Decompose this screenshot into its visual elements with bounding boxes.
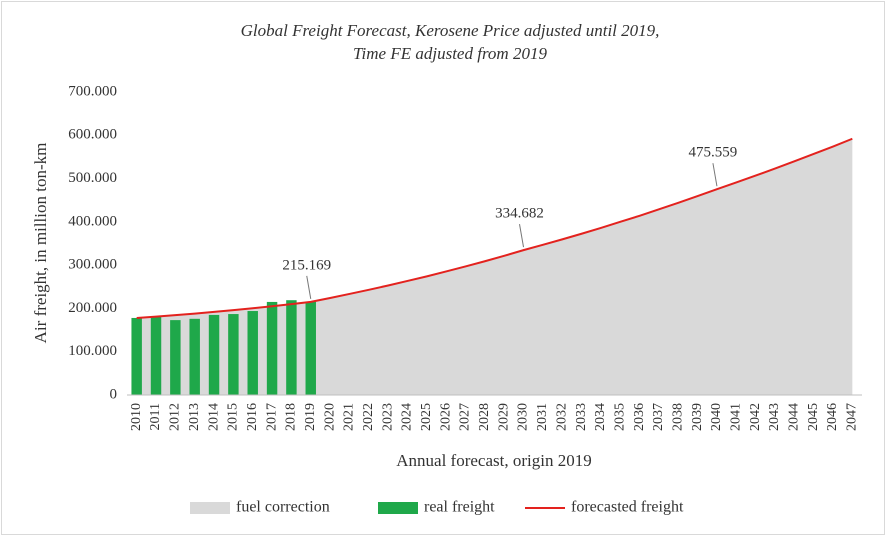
x-tick-label: 2022 (361, 403, 376, 431)
data-label: 215.169 (282, 257, 331, 273)
bar (228, 314, 239, 395)
x-tick-label: 2033 (574, 403, 589, 431)
legend-label: fuel correction (236, 499, 330, 516)
x-tick-label: 2025 (419, 403, 434, 431)
x-tick-label: 2017 (264, 403, 279, 431)
legend-swatch (190, 502, 230, 514)
bar (189, 318, 200, 395)
legend-label: forecasted freight (571, 499, 684, 516)
x-tick-label: 2024 (400, 403, 415, 431)
x-tick-label: 2046 (825, 403, 840, 431)
line (136, 137, 853, 319)
y-tick-label: 600.000 (68, 127, 117, 143)
y-tick-label: 700.000 (68, 83, 117, 99)
x-tick-label: 2040 (709, 403, 724, 431)
x-tick-label: 2037 (651, 403, 666, 431)
x-tick-label: 2020 (322, 403, 337, 431)
x-tick-label: 2030 (516, 403, 531, 431)
data-label: 334.682 (495, 206, 544, 222)
x-tick-label: 2045 (806, 403, 821, 431)
y-axis-label: Air freight, in million ton-km (31, 143, 50, 344)
data-label: 475.559 (689, 145, 738, 161)
x-tick-label: 2044 (787, 403, 802, 431)
x-tick-label: 2010 (129, 403, 144, 431)
y-tick-label: 400.000 (68, 213, 117, 229)
x-axis-label: Annual forecast, origin 2019 (396, 451, 591, 470)
x-tick-label: 2028 (477, 403, 492, 431)
x-tick-label: 2018 (284, 403, 299, 431)
y-tick-label: 100.000 (68, 343, 117, 359)
y-tick-label: 500.000 (68, 170, 117, 186)
legend-label: real freight (424, 499, 495, 516)
legend-swatch (378, 502, 418, 514)
x-tick-label: 2034 (593, 403, 608, 431)
x-tick-label: 2021 (342, 403, 357, 431)
chart-title: Time FE adjusted from 2019 (353, 44, 547, 63)
x-tick-label: 2043 (767, 403, 782, 431)
x-tick-label: 2014 (206, 403, 221, 431)
leader-line (712, 163, 718, 187)
y-tick-label: 0 (110, 386, 118, 402)
x-tick-label: 2032 (554, 403, 569, 431)
chart-title: Global Freight Forecast, Kerosene Price … (241, 21, 660, 40)
x-tick-label: 2029 (496, 403, 511, 431)
bar (131, 317, 142, 395)
x-tick-label: 2016 (245, 403, 260, 431)
bar (208, 314, 220, 395)
bar (247, 311, 258, 395)
x-tick-label: 2023 (380, 403, 395, 431)
leader-line (519, 224, 525, 248)
x-tick-label: 2031 (535, 403, 550, 431)
x-tick-label: 2047 (845, 403, 860, 431)
x-tick-label: 2039 (690, 403, 705, 431)
x-tick-label: 2019 (303, 403, 318, 431)
y-tick-label: 200.000 (68, 300, 117, 316)
bar (170, 320, 181, 395)
x-tick-label: 2015 (226, 403, 241, 431)
bar (305, 301, 316, 395)
x-tick-label: 2041 (728, 403, 743, 431)
x-tick-label: 2027 (458, 403, 473, 431)
x-tick-label: 2042 (748, 403, 763, 431)
bar (150, 316, 162, 395)
y-tick-label: 300.000 (68, 257, 117, 273)
x-tick-label: 2011 (148, 403, 163, 430)
x-tick-label: 2036 (632, 403, 647, 431)
x-tick-label: 2035 (612, 403, 627, 431)
x-tick-label: 2038 (670, 403, 685, 431)
x-tick-label: 2013 (187, 403, 202, 431)
bar (266, 301, 278, 395)
leader-line (306, 275, 312, 299)
bar (286, 300, 297, 395)
x-tick-label: 2012 (168, 403, 183, 431)
x-tick-label: 2026 (438, 403, 453, 431)
